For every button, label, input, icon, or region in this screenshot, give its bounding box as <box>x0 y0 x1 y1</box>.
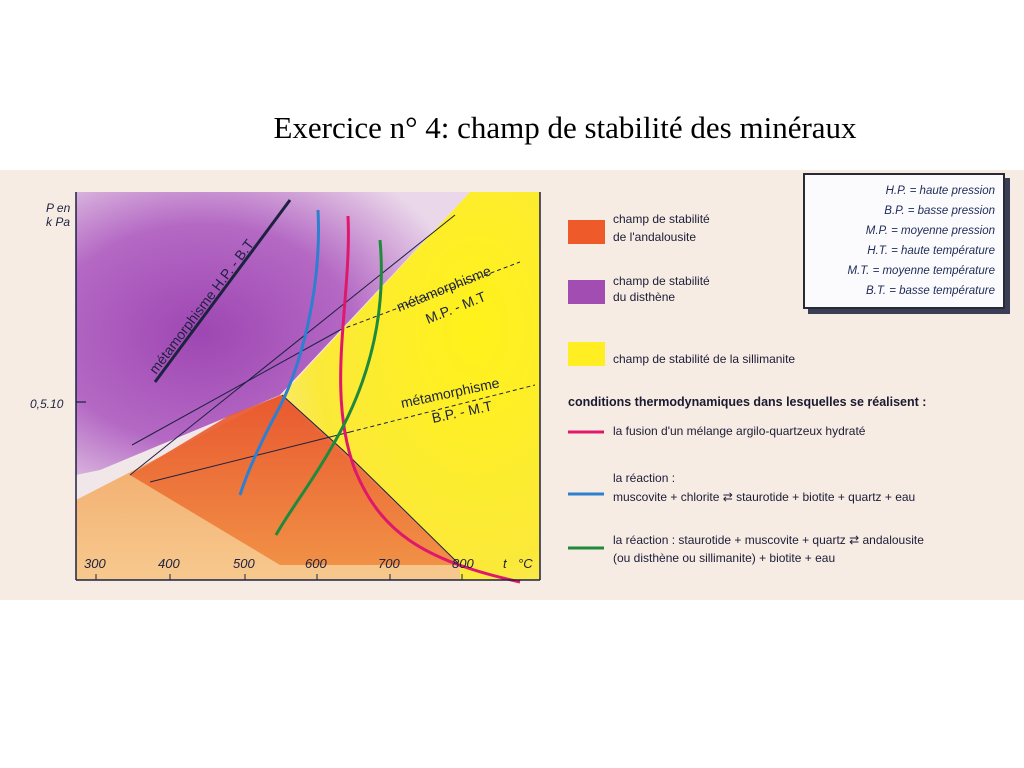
abbreviation-box: H.P. = haute pression B.P. = basse press… <box>803 173 1005 309</box>
legend-reaction1-line1: la réaction : <box>613 471 676 485</box>
abbr-hp: H.P. = haute pression <box>885 185 995 197</box>
legend-reaction2-line1: la réaction : staurotide + muscovite + q… <box>613 533 924 547</box>
legend-reaction1-line2: muscovite + chlorite ⇄ staurotide + biot… <box>613 490 916 504</box>
legend-swatch-disthene <box>568 280 605 304</box>
x-unit-celsius: °C <box>518 556 533 571</box>
x-tick-label-800: 800 <box>452 556 474 571</box>
x-tick-label-700: 700 <box>378 556 400 571</box>
y-axis-label-unit: k Pa <box>46 215 70 229</box>
boundary-andalousite-sillimanite-low <box>344 451 461 566</box>
x-tick-label-600: 600 <box>305 556 327 571</box>
abbr-bp: B.P. = basse pression <box>884 205 995 217</box>
phase-diagram: P en k Pa 0,5.10 300 400 500 600 700 800… <box>30 192 605 584</box>
legend-reaction2-line2: (ou disthène ou sillimanite) + biotite +… <box>613 551 836 565</box>
gradient-bp-mt-dashed <box>349 384 536 433</box>
gradient-hp-bt-line <box>153 199 292 383</box>
x-tick-label-400: 400 <box>158 556 180 571</box>
sillimanite-field <box>282 192 540 580</box>
legend-swatch-sillimanite <box>568 342 605 366</box>
legend-disthene-line2: du disthène <box>613 290 676 304</box>
figure: P en k Pa 0,5.10 300 400 500 600 700 800… <box>0 170 1024 600</box>
curve-muscovite-chlorite <box>238 209 320 496</box>
legend-andalousite-line1: champ de stabilité <box>613 212 710 226</box>
x-unit-t: t <box>503 556 508 571</box>
curve-fusion <box>339 215 521 584</box>
legend-swatch-andalousite <box>568 220 605 244</box>
y-axis-label: P en <box>46 201 71 215</box>
abbr-ht: H.T. = haute température <box>867 245 995 257</box>
legend-conditions-heading: conditions thermodynamiques dans lesquel… <box>568 395 927 409</box>
abbr-mp: M.P. = moyenne pression <box>865 225 995 237</box>
legend-sillimanite: champ de stabilité de la sillimanite <box>613 352 796 366</box>
legend-andalousite-line2: de l'andalousite <box>613 230 697 244</box>
curve-staurotide-muscovite <box>274 239 383 536</box>
legend-disthene-line1: champ de stabilité <box>613 274 710 288</box>
disthene-field <box>76 192 470 475</box>
legend-fusion: la fusion d'un mélange argilo-quartzeux … <box>613 424 866 438</box>
x-tick-label-500: 500 <box>233 556 255 571</box>
slide-title: Exercice n° 4: champ de stabilité des mi… <box>273 110 857 145</box>
abbr-bt: B.T. = basse température <box>865 285 995 297</box>
gradient-bp-mt-line <box>149 431 351 483</box>
andalousite-field <box>130 395 460 565</box>
y-tick-label: 0,5.10 <box>30 397 64 411</box>
x-tick-label-300: 300 <box>84 556 106 571</box>
gradient-mp-mt-line <box>131 329 341 446</box>
boundary-disthene-sillimanite <box>129 214 456 476</box>
abbr-mt: M.T. = moyenne température <box>847 265 995 277</box>
